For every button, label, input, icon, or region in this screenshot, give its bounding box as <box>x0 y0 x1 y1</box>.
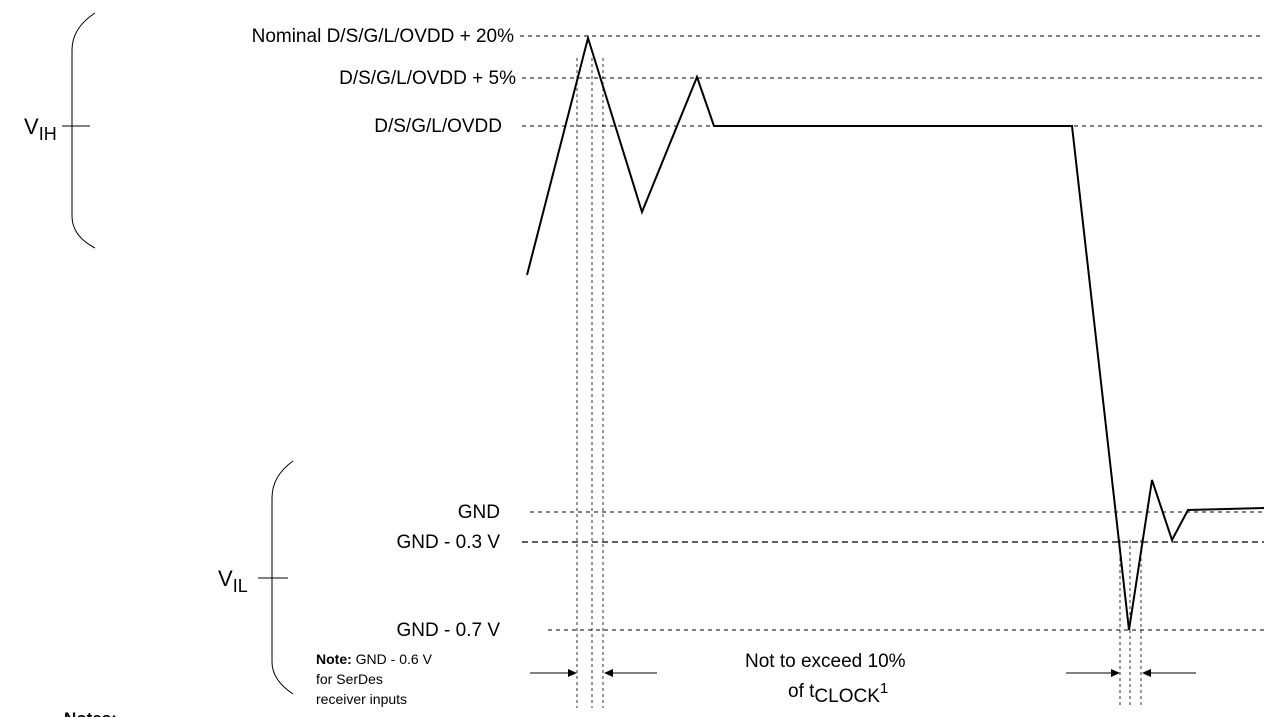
notes-heading: Notes: <box>64 709 117 717</box>
label-gnd: GND <box>458 502 500 523</box>
label-nominal-plus-20: Nominal D/S/G/L/OVDD + 20% <box>252 26 515 47</box>
duration-line-2: of tCLOCK1 <box>788 680 888 707</box>
signal-waveform <box>526 34 1264 631</box>
note-line-1: Note: GND - 0.6 V <box>316 651 433 667</box>
arrow-fall-left-head <box>1142 669 1151 677</box>
note-line-3: receiver inputs <box>316 691 407 707</box>
label-nominal: D/S/G/L/OVDD <box>374 116 502 137</box>
label-gnd-minus-0-3: GND - 0.3 V <box>397 532 501 553</box>
vih-bracket <box>71 12 96 249</box>
vih-label: VIH <box>24 114 57 144</box>
duration-line-1: Not to exceed 10% <box>745 651 906 672</box>
arrow-rise-left-head <box>604 669 613 677</box>
vil-label: VIL <box>218 566 248 596</box>
label-gnd-minus-0-7: GND - 0.7 V <box>397 620 501 641</box>
vil-bracket <box>271 460 294 695</box>
note-line-2: for SerDes <box>316 671 383 687</box>
label-plus-5: D/S/G/L/OVDD + 5% <box>339 68 516 89</box>
arrow-fall-right-head <box>1111 669 1120 677</box>
arrow-rise-right-head <box>568 669 577 677</box>
